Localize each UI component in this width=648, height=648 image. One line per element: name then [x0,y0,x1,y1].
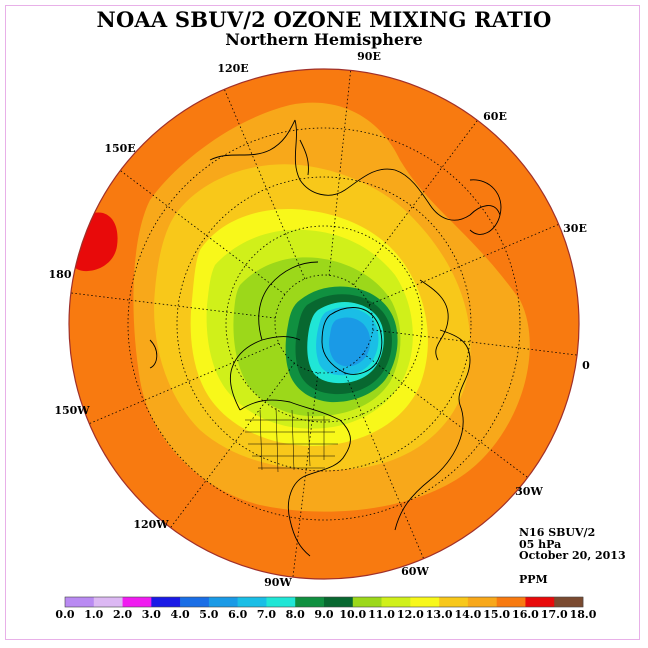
colorbar-swatch [381,597,411,607]
longitude-label-90e: 90E [357,50,381,63]
colorbar-tick-label: 9.0 [314,608,334,621]
graticule [70,70,578,578]
colorbar-tick-label: 16.0 [512,608,539,621]
colorbar-tick-label: 8.0 [285,608,305,621]
colorbar-tick-label: 14.0 [454,608,482,621]
latitude-circle-60 [225,225,423,423]
colorbar-tick-label: 6.0 [228,608,248,621]
colorbar-swatch [180,597,210,607]
colorbar-tick-label: 0.0 [55,608,75,621]
colorbar-tick-label: 11.0 [368,608,395,621]
colorbar-tick-label: 3.0 [141,608,161,621]
colorbar-swatch [324,597,354,607]
date-label: October 20, 2013 [519,549,626,562]
map-subtitle: Northern Hemisphere [225,30,423,49]
colorbar-tick-label: 1.0 [84,608,104,621]
colorbar-tick-label: 10.0 [339,608,367,621]
colorbar-labels: 0.0 1.0 2.0 3.0 4.0 5.0 6.0 7.0 8.0 9.0 10.0 11.0 12… [0,608,648,622]
colorbar-swatch [352,597,382,607]
longitude-label-90w: 90W [264,576,292,589]
longitude-label-30e: 30E [563,222,587,235]
longitude-label-120e: 120E [217,62,248,75]
colorbar-tick-label: 12.0 [396,608,424,621]
colorbar-tick-label: 7.0 [256,608,277,621]
colorbar-swatch [65,597,95,607]
colorbar-tick-label: 17.0 [540,608,568,621]
instrument-label: N16 SBUV/2 [519,526,596,539]
colorbar-tick-label: 4.0 [170,608,190,621]
coastlines [149,119,502,531]
north-america-grid [245,407,338,473]
colorbar-swatch [208,597,238,607]
north-america-outline [229,261,351,557]
colorbar-swatch [439,597,469,607]
colorbar-swatch [525,597,555,607]
units-label: PPM [519,573,548,586]
greenland-outline [321,307,383,375]
colorbar-tick-label: 13.0 [425,608,453,621]
longitude-label-60e: 60E [483,110,507,123]
longitude-label-60w: 60W [401,565,429,578]
map-rim [68,68,580,580]
longitude-label-30w: 30W [515,485,543,498]
latitude-circle-75 [274,274,374,374]
colorbar [64,596,584,608]
longitude-label-150e: 150E [104,142,135,155]
longitude-labels: 90E 60E 30E 0 30W 60W 90W 120W 150W 180 150E 120E [49,50,591,589]
map-title: NOAA SBUV/2 OZONE MIXING RATIO [96,7,552,32]
colorbar-swatch [295,597,325,607]
ozone-field [69,69,579,579]
pressure-level-label: 05 hPa [519,538,562,551]
colorbar-swatch [554,597,584,607]
latitude-circle-30 [127,127,521,521]
colorbar-tick-label: 5.0 [199,608,219,621]
latitude-circle-45 [176,176,472,472]
longitude-label-180: 180 [49,268,72,281]
colorbar-swatch [410,597,440,607]
colorbar-swatch [151,597,181,607]
colorbar-tick-label: 15.0 [483,608,511,621]
field-blue [329,317,371,367]
colorbar-swatch [237,597,267,607]
colorbar-tick-label: 2.0 [112,608,133,621]
colorbar-swatch [122,597,152,607]
colorbar-swatch [496,597,526,607]
longitude-label-150w: 150W [54,404,90,417]
longitude-label-120w: 120W [133,518,169,531]
colorbar-swatch [93,597,123,607]
colorbar-swatch [467,597,497,607]
colorbar-frame [64,596,584,608]
colorbar-tick-label: 18.0 [569,608,597,621]
colorbar-swatch [266,597,296,607]
longitude-label-0: 0 [582,359,590,372]
